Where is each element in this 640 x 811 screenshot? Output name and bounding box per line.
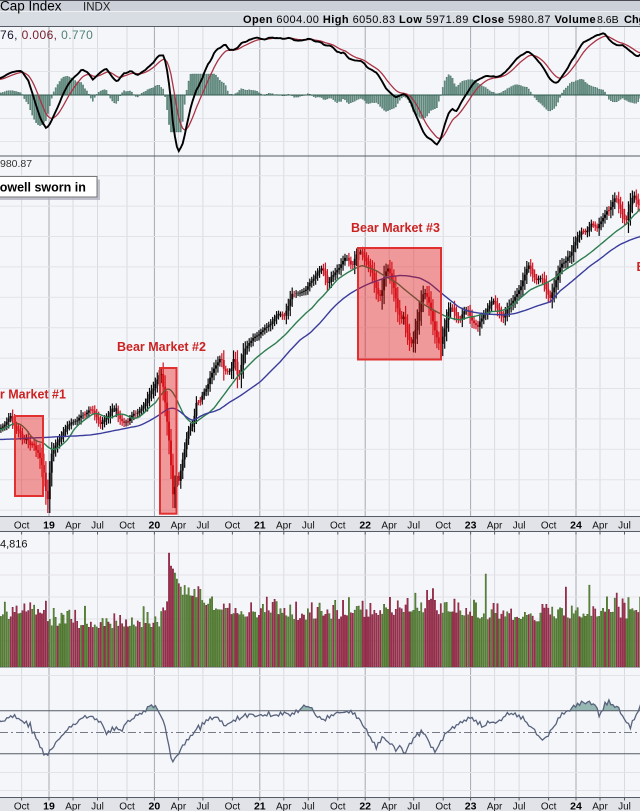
svg-text:22: 22 [359,520,371,532]
svg-text:Apr: Apr [487,521,503,532]
svg-text:Oct: Oct [225,802,241,811]
svg-text:8.6B: 8.6B [597,14,619,26]
svg-text:Jul: Jul [91,521,104,532]
svg-text:Oct: Oct [14,802,30,811]
svg-text:Apr: Apr [276,802,292,811]
svg-text:Oct: Oct [14,521,30,532]
svg-text:Jul: Jul [197,521,210,532]
svg-text:21: 21 [254,520,266,532]
svg-text:Apr: Apr [381,521,397,532]
svg-text:Jul: Jul [302,802,315,811]
svg-text:Oct: Oct [435,802,451,811]
svg-text:Bear Market #3: Bear Market #3 [351,221,440,235]
svg-text:Jul: Jul [302,521,315,532]
svg-text:Oct: Oct [435,521,451,532]
svg-text:Apr: Apr [276,521,292,532]
svg-text:22: 22 [359,801,371,811]
svg-text:Powell sworn in: Powell sworn in [0,181,86,195]
svg-text:Oct: Oct [541,802,557,811]
svg-text:Jul: Jul [91,802,104,811]
svg-text:Oct: Oct [330,802,346,811]
svg-text:Oct: Oct [225,521,241,532]
svg-text:INDX: INDX [83,2,111,14]
svg-text:20: 20 [149,801,161,811]
svg-text:Oct: Oct [330,521,346,532]
svg-text:Apr: Apr [65,802,81,811]
svg-text:Bear Market #2: Bear Market #2 [117,340,206,354]
svg-text:20: 20 [149,520,161,532]
svg-text:Jul: Jul [618,521,631,532]
svg-text:Jul: Jul [197,802,210,811]
svg-text:Apr: Apr [171,802,187,811]
svg-text:24: 24 [570,520,582,532]
svg-text:Jul: Jul [513,802,526,811]
svg-text:23: 23 [465,801,477,811]
svg-text:Apr: Apr [381,802,397,811]
svg-text:76, 0.006, 0.770: 76, 0.006, 0.770 [0,28,93,42]
svg-text:Apr: Apr [171,521,187,532]
svg-text:23: 23 [465,520,477,532]
svg-text:Jul: Jul [407,802,420,811]
svg-text:24: 24 [570,801,582,811]
svg-text:19: 19 [43,520,55,532]
svg-text:980.87: 980.87 [0,158,32,170]
svg-text:Chg -26.80: Chg -26.80 [624,14,640,26]
svg-text:21: 21 [254,801,266,811]
svg-text:Jul: Jul [407,521,420,532]
svg-text:Oct: Oct [119,802,135,811]
svg-text:Oct: Oct [541,521,557,532]
svg-text:Apr: Apr [487,802,503,811]
svg-text:Apr: Apr [592,802,608,811]
svg-text:Jul: Jul [513,521,526,532]
svg-text:Jul: Jul [618,802,631,811]
svg-text:4,816: 4,816 [0,539,28,551]
svg-text:Open 6004.00 High 6050.83 Lo: Open 6004.00 High 6050.83 Low 5971.89 Cl… [243,14,596,26]
svg-text:Bear Market #1: Bear Market #1 [0,388,66,402]
svg-text:Apr: Apr [592,521,608,532]
svg-text:Oct: Oct [119,521,135,532]
svg-text:B: B [637,260,640,274]
svg-text:Apr: Apr [65,521,81,532]
svg-text:Cap Index: Cap Index [0,0,62,14]
svg-text:19: 19 [43,801,55,811]
